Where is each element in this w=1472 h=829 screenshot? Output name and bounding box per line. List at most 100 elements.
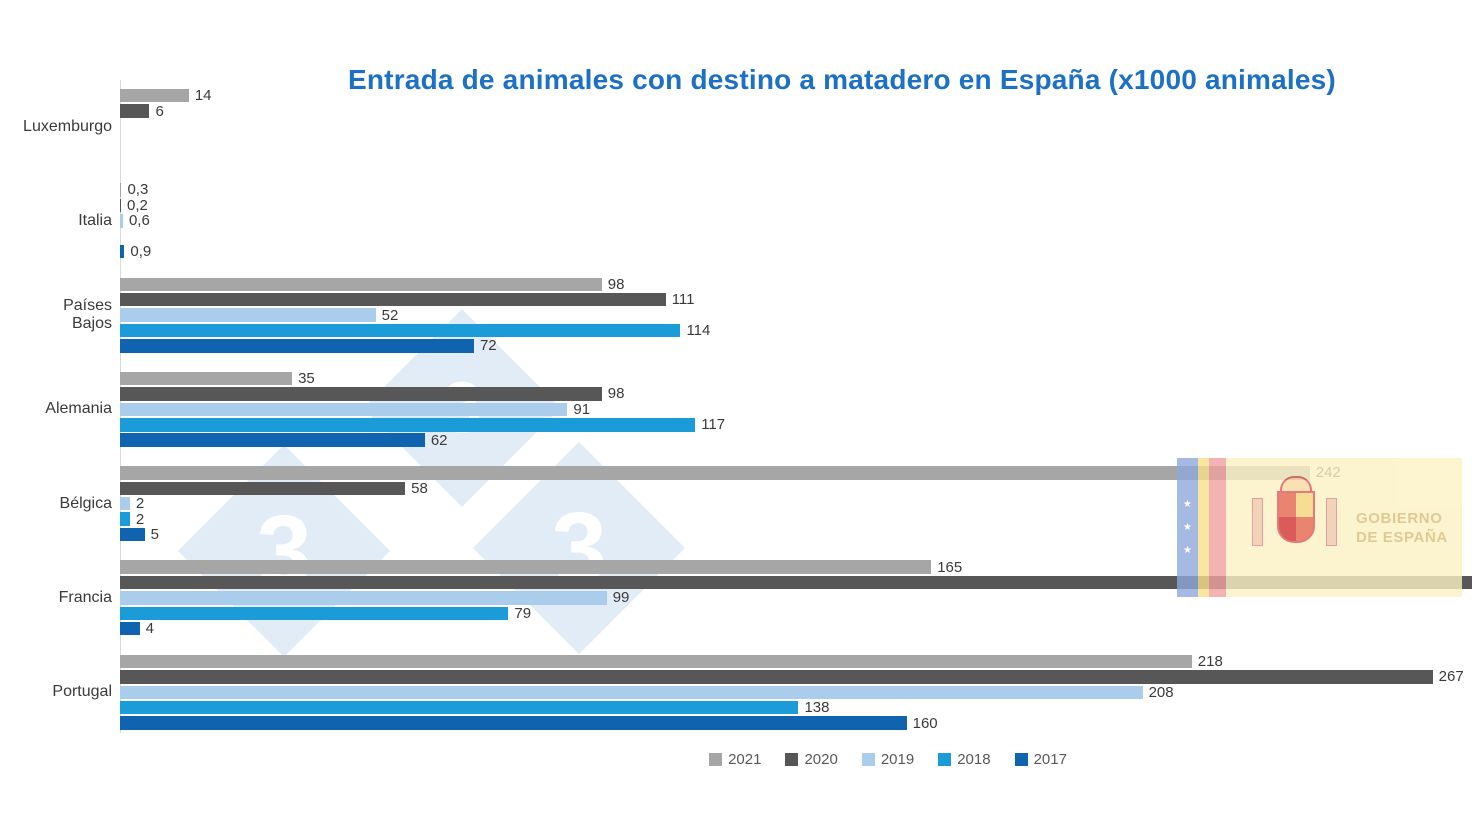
bar-slot-2021: 218: [120, 654, 1464, 669]
bar-slot-2021: 0,3: [120, 182, 151, 197]
value-label: 58: [411, 479, 428, 497]
bar-slot-2019: 0,6: [120, 213, 151, 228]
bar-Portugal-2017: [120, 716, 907, 730]
bar-slot-2018: 138: [120, 700, 1464, 715]
value-label: 0,3: [127, 181, 149, 199]
legend-label: 2017: [1033, 751, 1067, 768]
bar-Portugal-2020: [120, 670, 1433, 684]
value-label: 98: [607, 275, 625, 293]
bar-Alemania-2019: [120, 402, 568, 417]
category-label: Alemania: [45, 400, 112, 418]
spain-coat-of-arms: [1226, 458, 1356, 597]
bars-block: 165 99 79 4: [120, 559, 1472, 636]
bar-slot-2021: 98: [120, 277, 710, 292]
bar-Alemania-2017: [120, 433, 425, 447]
gobierno-line2: DE ESPAÑA: [1356, 528, 1448, 546]
bar-slot-2020: [120, 575, 1472, 590]
legend-swatch-icon: [785, 753, 799, 766]
bars-block: 35 98 91 117 62: [120, 371, 725, 448]
bar-slot-2017: 62: [120, 432, 725, 448]
legend-item-2017: 2017: [1014, 751, 1067, 768]
bar-slot-2019: 52: [120, 307, 710, 323]
bar-slot-2018: [120, 134, 212, 149]
bar-slot-2020: 58: [120, 481, 1341, 496]
bar-slot-2020: 267: [120, 669, 1464, 684]
legend-label: 2018: [957, 751, 991, 768]
bar-Italia-2019: [120, 214, 123, 228]
legend-item-2019: 2019: [861, 751, 915, 768]
category-label: Portugal: [52, 683, 112, 701]
value-label: 117: [701, 416, 726, 434]
spain-flag-red-band: [1209, 458, 1226, 597]
bar-Portugal-2021: [120, 654, 1192, 669]
value-label: 218: [1197, 652, 1223, 670]
star-icon: ★: [1183, 544, 1192, 556]
bar-Italia-2020: [120, 198, 121, 213]
category-label: Luxemburgo: [23, 117, 112, 135]
legend-item-2020: 2020: [785, 751, 838, 768]
value-label: 160: [912, 714, 938, 732]
legend-item-2018: 2018: [938, 751, 991, 768]
value-label: 0,6: [128, 212, 150, 230]
star-icon: ★: [1183, 498, 1192, 510]
crest-pillar-icon: [1252, 498, 1263, 546]
bars-block: 218 267 208 138 160: [120, 654, 1464, 731]
bar-Italia-2017: [120, 244, 125, 259]
value-label: 0,9: [130, 243, 152, 261]
bars-block: 0,3 0,2 0,6 0,9: [120, 182, 151, 259]
legend: 2021 2020 2019 2018 2017: [152, 751, 1472, 768]
legend-label: 2019: [880, 751, 915, 768]
crest-shield-icon: [1277, 491, 1315, 543]
bar-Francia-2018: [120, 606, 509, 621]
bar-slot-2021: 242: [120, 465, 1341, 480]
bar-slot-2020: 0,2: [120, 198, 151, 213]
bar-slot-2018: [120, 228, 151, 243]
legend-swatch-icon: [709, 753, 723, 766]
value-label: 267: [1438, 668, 1464, 686]
bars-block: 14 6: [120, 88, 212, 165]
bar-slot-2018: 2: [120, 510, 1341, 528]
plot-area: Luxemburgo 14 6 Italia 0,3 0,2 0,6 0,9 Países Ba…: [23, 88, 1472, 748]
value-label: 14: [194, 87, 212, 105]
bar-slot-2021: 35: [120, 371, 725, 386]
value-label: 165: [937, 558, 963, 576]
bar-Bélgica-2021: [120, 466, 1310, 480]
bar-slot-2017: 160: [120, 714, 1464, 732]
value-label: 6: [155, 102, 164, 120]
spain-flag-yellow-band: [1198, 458, 1209, 597]
bar-Francia-2017: [120, 621, 140, 636]
bar-slot-2017: 5: [120, 527, 1341, 542]
bar-Países Bajos-2020: [120, 292, 666, 307]
crest-crown-icon: [1280, 476, 1312, 491]
bar-slot-2017: 72: [120, 338, 710, 353]
bar-slot-2018: 79: [120, 606, 1472, 621]
bar-slot-2017: 4: [120, 621, 1472, 636]
bar-Alemania-2018: [120, 418, 696, 432]
bar-Portugal-2019: [120, 685, 1143, 699]
crest-pillar-icon: [1326, 498, 1337, 546]
bar-slot-2020: 6: [120, 102, 212, 120]
value-label: 99: [612, 589, 630, 607]
bar-Luxemburgo-2021: [120, 88, 189, 103]
bar-slot-2021: 165: [120, 558, 1472, 576]
gobierno-espana-logo: ★ ★ ★ GOBIERNO DE ESPAÑA: [1177, 458, 1462, 597]
bar-slot-2020: 98: [120, 386, 725, 401]
bar-Países Bajos-2021: [120, 277, 602, 292]
bar-slot-2017: [120, 150, 212, 165]
legend-swatch-icon: [1014, 753, 1028, 766]
bar-Países Bajos-2017: [120, 339, 474, 353]
value-label: 2: [135, 510, 145, 528]
bar-slot-2018: 117: [120, 417, 725, 432]
bar-slot-2019: 91: [120, 402, 725, 417]
value-label: 208: [1148, 683, 1174, 701]
value-label: 4: [145, 620, 154, 638]
bar-Francia-2020: [120, 575, 1472, 590]
gobierno-espana-text: GOBIERNO DE ESPAÑA: [1356, 458, 1462, 597]
legend-label: 2021: [728, 751, 762, 768]
bar-group-Alemania: Alemania 35 98 91 117 62: [45, 371, 1472, 465]
value-label: 91: [573, 400, 591, 418]
bar-group-Portugal: Portugal 218 267 208 138 160: [52, 654, 1472, 748]
bar-Bélgica-2018: [120, 512, 130, 526]
bars-block: 24258 225: [120, 465, 1341, 542]
bar-Bélgica-2020: [120, 481, 406, 496]
